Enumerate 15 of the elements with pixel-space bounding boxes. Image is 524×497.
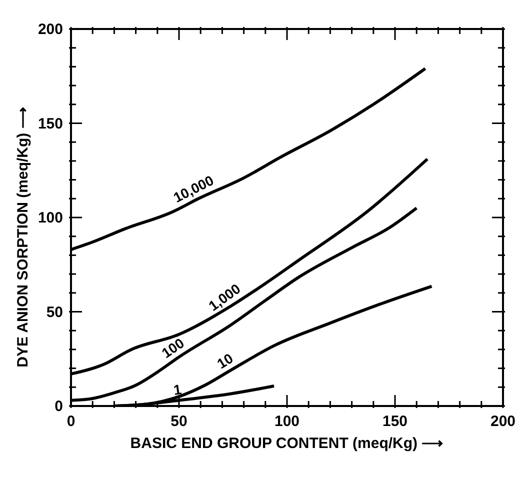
y-tick-label: 200	[38, 21, 63, 38]
x-tick-label: 200	[490, 413, 516, 430]
y-tick-label: 0	[54, 398, 63, 415]
text: 10	[214, 350, 236, 372]
y-tick-label: 150	[38, 115, 63, 132]
text: 100	[158, 334, 188, 362]
x-tick-label: 150	[382, 413, 408, 430]
x-tick-label: 0	[66, 413, 76, 430]
x-axis-title: BASIC END GROUP CONTENT (meq/Kg) ⟶	[130, 435, 444, 452]
x-tick-label: 50	[170, 413, 188, 430]
y-tick-label: 100	[38, 210, 63, 226]
y-axis-title: DYE ANION SORPTION (meq/Kg) ⟶	[13, 106, 31, 368]
y-tick-label: 50	[46, 304, 63, 321]
text: 1	[172, 380, 183, 398]
x-tick-label: 100	[274, 413, 300, 430]
